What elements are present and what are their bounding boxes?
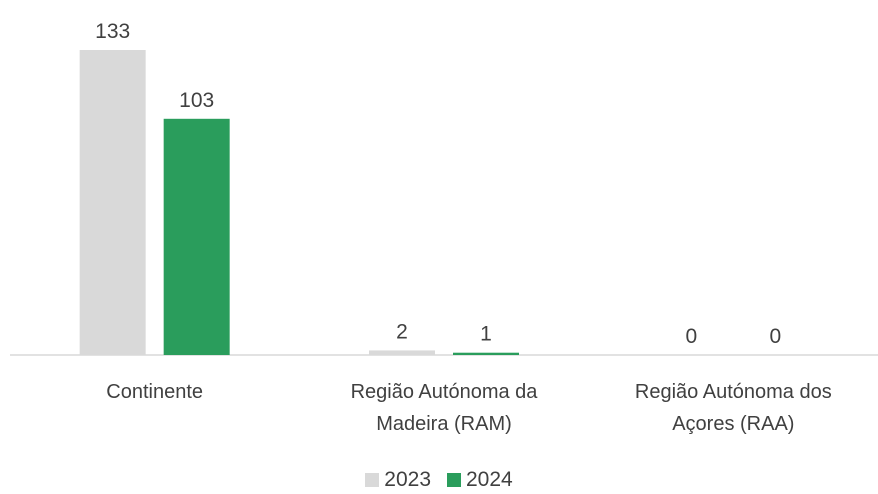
legend-label: 2023 [384, 468, 431, 491]
legend-swatch [447, 473, 461, 487]
bar [79, 50, 146, 355]
bar [369, 350, 435, 355]
bar [163, 118, 230, 355]
data-label: 0 [685, 325, 697, 348]
data-label: 2 [396, 320, 408, 343]
legend-swatch [365, 473, 380, 487]
x-tick-label: Região Autónoma dos Açores (RAA) [634, 381, 832, 435]
legend-label: 2024 [466, 468, 513, 491]
data-label: 103 [179, 89, 214, 112]
x-tick-label: Região Autónoma da Madeira (RAM) [350, 381, 538, 435]
legend-item: 2023 [365, 468, 431, 492]
data-label: 0 [769, 325, 781, 348]
data-label: 1 [480, 323, 492, 346]
x-tick-label: Continente [106, 381, 204, 403]
legend: 2023 2024 [0, 468, 878, 492]
bar [453, 352, 519, 355]
data-label: 133 [95, 20, 130, 43]
legend-item: 2024 [447, 468, 513, 492]
